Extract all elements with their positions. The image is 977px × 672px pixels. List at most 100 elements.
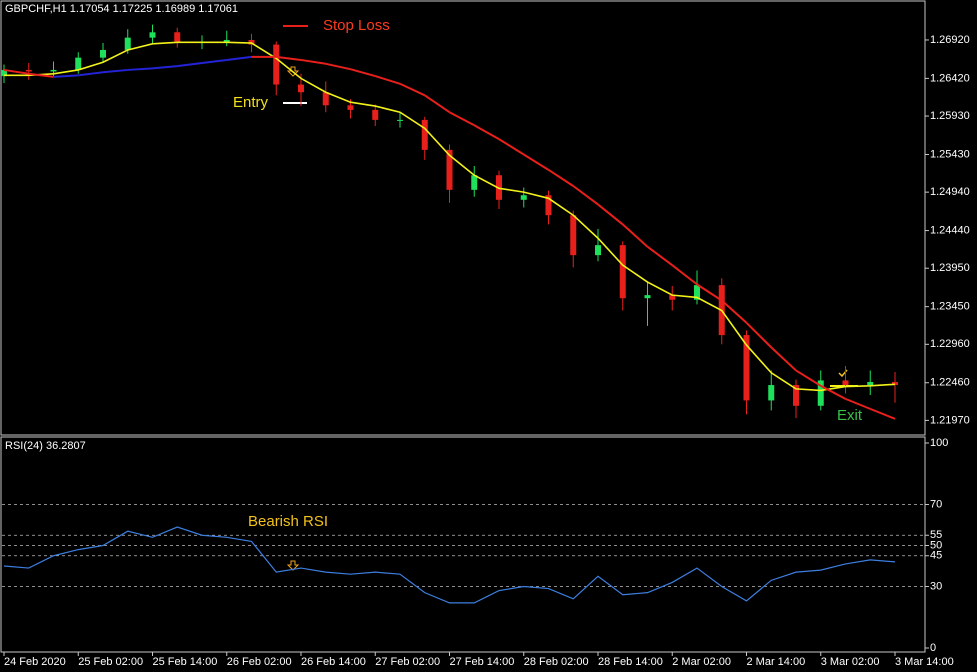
candle-body [75, 57, 82, 70]
candle-body [149, 32, 156, 38]
annotation: Exit [837, 407, 863, 424]
x-tick-label: 25 Feb 02:00 [78, 656, 143, 668]
candle-body [694, 285, 700, 300]
ma-line [102, 68, 128, 74]
candle-body [100, 49, 106, 58]
candle-body [520, 195, 527, 200]
y-tick-label: 1.21970 [930, 414, 970, 426]
ma-line [78, 71, 104, 77]
y-tick-label: 0 [930, 642, 936, 654]
x-tick-label: 25 Feb 14:00 [153, 656, 218, 668]
y-tick-label: 1.22960 [930, 338, 970, 350]
ma-line [646, 245, 673, 266]
candle-body [1, 69, 7, 77]
ma-line [770, 346, 797, 372]
ma-line [3, 68, 29, 75]
ma-line [325, 62, 351, 71]
x-tick-label: 26 Feb 14:00 [301, 656, 366, 668]
ma-line [449, 111, 475, 127]
ma-line [424, 94, 451, 114]
legend-label: Stop Loss [323, 17, 390, 34]
ma-line [152, 65, 178, 70]
y-tick-label: 1.25930 [930, 110, 970, 122]
y-tick-label: 50 [930, 539, 942, 551]
ma-line [127, 67, 153, 71]
x-tick-label: 2 Mar 14:00 [747, 656, 806, 668]
candle-body [25, 69, 32, 72]
candle-body [273, 44, 280, 85]
candle-body [644, 295, 651, 299]
candle-body [619, 245, 626, 299]
y-tick-label: 45 [930, 550, 942, 562]
annotation: Entry [233, 94, 269, 111]
y-tick-label: 1.26920 [930, 34, 970, 46]
y-tick-label: 1.22460 [930, 377, 970, 389]
rsi-panel [0, 436, 926, 653]
ma-line [622, 223, 649, 248]
y-tick-label: 1.26420 [930, 72, 970, 84]
ma-line [572, 185, 599, 206]
y-tick-label: 1.24440 [930, 224, 970, 236]
candle-body [743, 335, 750, 401]
series-line [4, 41, 896, 392]
ma-line [399, 82, 426, 97]
x-tick-label: 28 Feb 02:00 [524, 656, 589, 668]
ma-line [473, 124, 500, 140]
ma-line [820, 384, 846, 400]
ma-line [869, 407, 896, 420]
candle-body [768, 385, 775, 401]
x-tick-label: 28 Feb 14:00 [598, 656, 663, 668]
annotation: Bearish RSI [248, 513, 328, 530]
x-tick-label: 27 Feb 02:00 [375, 656, 440, 668]
chart-title: GBPCHF,H1 1.17054 1.17225 1.16989 1.1706… [5, 3, 238, 15]
y-tick-label: 1.25430 [930, 148, 970, 160]
candle-body [595, 245, 601, 256]
rsi-title: RSI(24) 36.2807 [5, 440, 86, 452]
ma-line [671, 264, 698, 286]
y-tick-label: 30 [930, 580, 942, 592]
ma-line [597, 203, 624, 226]
ma-line [721, 299, 748, 324]
x-tick-label: 2 Mar 02:00 [672, 656, 731, 668]
candle-body [50, 69, 57, 72]
candle-body [793, 385, 799, 406]
candle-body [223, 39, 230, 42]
x-tick-label: 3 Mar 02:00 [821, 656, 880, 668]
ma-line [523, 153, 550, 171]
candle-body [372, 109, 379, 120]
candle-body [669, 295, 676, 300]
candle-body [397, 119, 403, 121]
sell-arrow [286, 560, 300, 571]
series-line [3, 526, 896, 604]
candle-body [298, 84, 304, 93]
candle-body [421, 119, 428, 150]
y-tick-label: 70 [930, 498, 942, 510]
y-tick-label: 1.23450 [930, 301, 970, 313]
candle-body [174, 32, 181, 42]
y-tick-label: 1.23950 [930, 262, 970, 274]
y-tick-label: 100 [930, 437, 948, 449]
candle-body [545, 195, 552, 216]
ma-line [696, 283, 723, 302]
ma-line [498, 138, 525, 156]
ma-line [53, 74, 79, 78]
candle-body [124, 37, 131, 50]
ma-line [201, 58, 227, 65]
ma-line [745, 322, 772, 349]
x-tick-label: 3 Mar 14:00 [895, 656, 954, 668]
ma-line [374, 75, 401, 85]
ma-line [300, 58, 326, 65]
ma-line [177, 62, 203, 68]
candle-body [817, 380, 824, 406]
ma-line [226, 55, 252, 61]
ma-line [547, 169, 574, 187]
ma-line [350, 68, 376, 78]
price-panel [0, 0, 926, 436]
x-tick-label: 24 Feb 2020 [4, 656, 66, 668]
candle-body [322, 92, 329, 106]
ma-line [28, 72, 54, 78]
x-tick-label: 26 Feb 02:00 [227, 656, 292, 668]
candle-body [842, 380, 849, 386]
ma-line [276, 55, 302, 61]
